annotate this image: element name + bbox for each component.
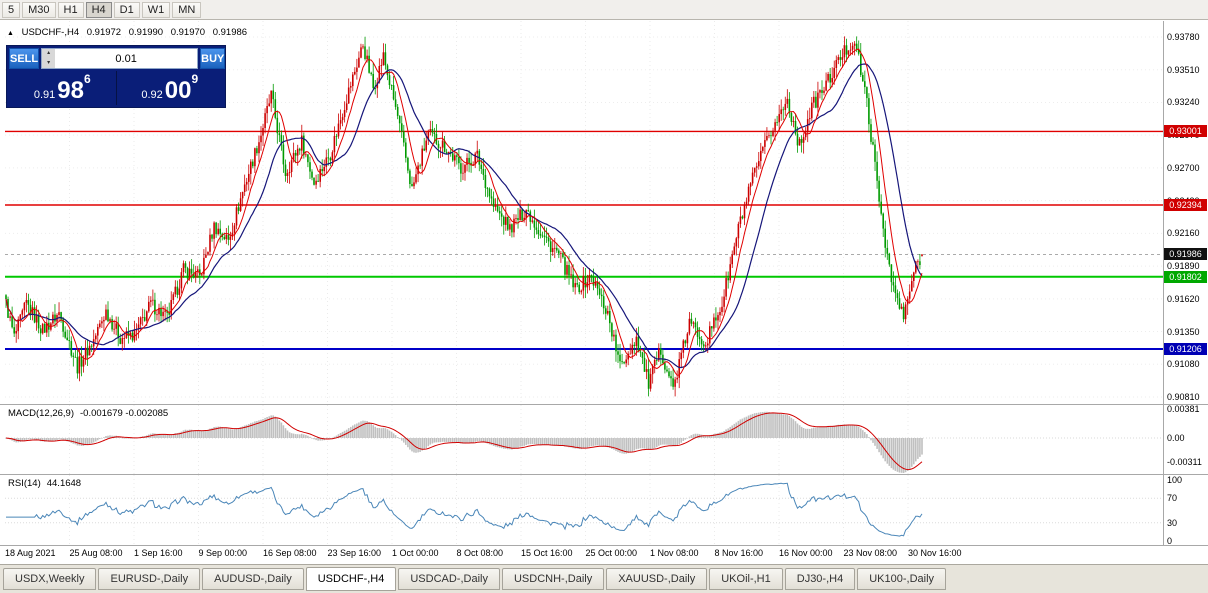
panel-separator-rsi (0, 474, 1208, 475)
rsi-axis-tick: 0 (1167, 536, 1173, 546)
price-axis-tick: 0.92160 (1167, 228, 1200, 239)
macd-indicator-label: MACD(12,26,9) -0.001679 -0.002085 (8, 408, 174, 419)
macd-axis-tick: -0.00311 (1167, 457, 1202, 467)
ohlc-low: 0.91970 (170, 27, 206, 38)
sell-price-prefix: 0.91 (33, 89, 56, 101)
price-level-badge: 0.91206 (1164, 343, 1207, 355)
price-level-badge: 0.92394 (1164, 199, 1207, 211)
timeframe-toolbar: 5 M30 H1 H4 D1 W1 MN (0, 0, 1208, 20)
time-axis-tick: 25 Aug 08:00 (69, 548, 123, 558)
volume-spinner: ▴ ▾ (42, 49, 56, 68)
chart-tab-usdx-weekly[interactable]: USDX,Weekly (3, 568, 97, 590)
sell-price-display[interactable]: 0.91 98 6 (9, 71, 116, 105)
chart-tab-dj30-h4[interactable]: DJ30-,H4 (784, 568, 856, 590)
price-axis-tick: 0.91350 (1167, 326, 1200, 337)
macd-histogram (5, 411, 923, 473)
volume-input[interactable] (55, 49, 198, 68)
timeframe-button-h4[interactable]: H4 (85, 1, 112, 18)
timeframe-button-mn[interactable]: MN (172, 1, 202, 18)
price-axis-tick: 0.93780 (1167, 32, 1200, 42)
price-axis-tick: 0.93240 (1167, 97, 1200, 108)
chart-symbol-label: USDCHF-,H4 (21, 27, 80, 38)
chart-tab-xauusd-daily[interactable]: XAUUSD-,Daily (606, 568, 708, 590)
price-chart-canvas[interactable] (0, 21, 1163, 404)
timeframe-button-w1[interactable]: W1 (141, 1, 171, 18)
buy-price-prefix: 0.92 (141, 89, 163, 101)
time-axis-tick: 1 Nov 08:00 (650, 548, 699, 558)
time-axis-tick: 8 Oct 08:00 (456, 548, 504, 558)
macd-signal-line (5, 412, 923, 471)
sell-price-big: 98 (57, 77, 84, 104)
sell-button[interactable]: SELL (9, 48, 40, 69)
time-axis-tick: 23 Sep 16:00 (327, 548, 382, 558)
sell-price-sup: 6 (83, 72, 91, 86)
ohlc-high: 0.91990 (128, 27, 164, 38)
rsi-indicator-label: RSI(14) 44.1648 (8, 478, 87, 489)
buy-price-sup: 9 (191, 72, 199, 86)
buy-button[interactable]: BUY (200, 48, 226, 69)
rsi-title: RSI(14) (8, 478, 41, 489)
price-axis-tick: 0.90810 (1167, 392, 1200, 402)
price-axis-border (1163, 21, 1164, 545)
chart-tab-audusd-daily[interactable]: AUDUSD-,Daily (202, 568, 304, 590)
timeframe-button-m30[interactable]: M30 (22, 1, 56, 18)
current-price-badge: 0.91986 (1164, 248, 1207, 261)
ohlc-close: 0.91986 (212, 27, 248, 38)
rsi-panel-canvas[interactable] (0, 475, 1163, 545)
panel-separator-macd (0, 404, 1208, 405)
chart-ohlc-header: ▲ USDCHF-,H4 0.91972 0.91990 0.91970 0.9… (7, 27, 252, 38)
timeframe-button-5[interactable]: 5 (2, 1, 21, 18)
time-axis-tick: 15 Oct 16:00 (521, 548, 573, 558)
macd-values: -0.001679 -0.002085 (80, 408, 169, 419)
macd-axis-tick: 0.00 (1167, 433, 1185, 443)
chart-tab-usdcnh-daily[interactable]: USDCNH-,Daily (501, 568, 605, 590)
time-axis-tick: 8 Nov 16:00 (714, 548, 764, 558)
macd-title: MACD(12,26,9) (8, 408, 74, 419)
timeframe-button-d1[interactable]: D1 (113, 1, 140, 18)
macd-panel-canvas[interactable] (0, 405, 1163, 474)
chart-area: ▲ USDCHF-,H4 0.91972 0.91990 0.91970 0.9… (0, 21, 1208, 564)
collapse-triangle-icon[interactable]: ▲ (7, 30, 14, 37)
price-axis-tick: 0.93510 (1167, 64, 1200, 75)
rsi-value: 44.1648 (46, 478, 82, 489)
timeframe-button-h1[interactable]: H1 (57, 1, 84, 18)
price-axis-tick: 0.91890 (1167, 261, 1200, 272)
time-axis-tick: 30 Nov 16:00 (908, 548, 962, 558)
price-axis-tick: 0.91620 (1167, 293, 1200, 304)
volume-increase-button[interactable]: ▴ (47, 50, 51, 56)
buy-price-big: 00 (164, 77, 192, 104)
one-click-trading-widget: SELL ▴ ▾ BUY 0.91 98 6 0.92 00 9 (6, 45, 226, 108)
time-axis-tick: 1 Sep 16:00 (134, 548, 183, 558)
buy-price-display[interactable]: 0.92 00 9 (115, 71, 224, 105)
rsi-axis-tick: 70 (1167, 493, 1178, 503)
chart-tab-uk100-daily[interactable]: UK100-,Daily (857, 568, 947, 590)
chart-tab-usdchf-h4[interactable]: USDCHF-,H4 (305, 567, 397, 591)
time-axis-tick: 18 Aug 2021 (5, 548, 56, 558)
candles-layer (5, 36, 923, 397)
panel-separator-timeaxis (0, 545, 1208, 546)
ma-fast-line (5, 48, 923, 376)
chart-tab-ukoil-h1[interactable]: UKOil-,H1 (709, 568, 783, 590)
time-axis-tick: 16 Sep 08:00 (263, 548, 317, 558)
price-level-badge: 0.91802 (1164, 270, 1207, 283)
volume-box: ▴ ▾ (41, 48, 199, 69)
rsi-axis-tick: 100 (1167, 475, 1183, 485)
time-axis-tick: 1 Oct 00:00 (392, 548, 439, 558)
rsi-axis-tick: 30 (1167, 518, 1178, 528)
chart-tab-eurusd-daily[interactable]: EURUSD-,Daily (98, 568, 201, 590)
chart-tab-usdcad-daily[interactable]: USDCAD-,Daily (398, 568, 500, 590)
macd-axis-tick: 0.00381 (1167, 404, 1200, 414)
price-axis-tick: 0.92700 (1167, 162, 1200, 173)
time-axis-tick: 25 Oct 00:00 (585, 548, 638, 558)
time-axis-tick: 9 Sep 00:00 (198, 548, 248, 558)
ohlc-open: 0.91972 (86, 27, 122, 38)
price-level-badge: 0.93001 (1164, 125, 1207, 138)
price-axis-tick: 0.91080 (1167, 359, 1200, 370)
volume-decrease-button[interactable]: ▾ (47, 59, 51, 66)
time-axis-tick: 23 Nov 08:00 (843, 548, 898, 558)
rsi-line (6, 482, 923, 537)
chart-tabs-bar: USDX,Weekly EURUSD-,Daily AUDUSD-,Daily USD… (0, 564, 1208, 593)
time-axis-tick: 16 Nov 00:00 (779, 548, 833, 558)
ma-slow-line (5, 63, 923, 369)
